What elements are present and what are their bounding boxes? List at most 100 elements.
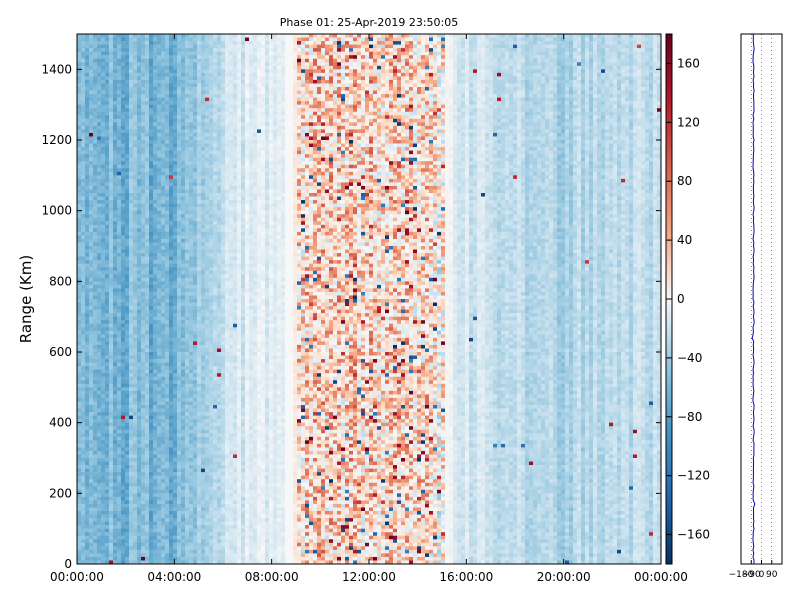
heatmap-cell [125,126,129,130]
heatmap-cell [137,373,141,377]
heatmap-cell [101,161,105,165]
heatmap-cell [125,377,129,381]
heatmap-cell [137,45,141,49]
heatmap-cell [101,94,105,98]
heatmap-cell [101,154,105,158]
heatmap-cell [105,398,109,402]
heatmap-cell [85,45,89,49]
heatmap-cell [93,384,97,388]
heatmap-cell [129,462,133,466]
heatmap-cell [109,101,113,105]
heatmap-cell [125,412,129,416]
heatmap-cell [81,412,85,416]
heatmap-cell [113,444,117,448]
heatmap-cell [93,295,97,299]
heatmap-cell [117,228,121,232]
heatmap-cell [133,253,137,257]
heatmap-cell [137,345,141,349]
heatmap-cell [133,341,137,345]
heatmap-cell [105,80,109,84]
heatmap-cell [89,87,93,91]
heatmap-cell [113,147,117,151]
heatmap-cell [85,34,89,38]
heatmap-cell [105,193,109,197]
heatmap-cell [105,69,109,73]
heatmap-cell [77,108,81,112]
heatmap-cell [105,331,109,335]
heatmap-cell [117,232,121,236]
heatmap-cell [93,76,97,80]
heatmap-cell [105,299,109,303]
heatmap-cell [121,158,125,162]
heatmap-cell [93,108,97,112]
heatmap-cell [93,278,97,282]
heatmap-cell [117,444,121,448]
heatmap-cell [129,87,133,91]
heatmap-cell [93,105,97,109]
heatmap-cell [117,458,121,462]
heatmap-cell [101,129,105,133]
heatmap-cell [77,242,81,246]
heatmap-cell [113,144,117,148]
heatmap-cell [85,105,89,109]
heatmap-cell [113,387,117,391]
heatmap-cell [121,45,125,49]
heatmap-cell [105,112,109,116]
heatmap-cell [113,341,117,345]
heatmap-cell [109,80,113,84]
heatmap-cell [97,370,101,374]
heatmap-cell [117,274,121,278]
heatmap-cell [89,522,93,526]
heatmap-cell [125,366,129,370]
heatmap-cell [109,380,113,384]
heatmap-cell [97,546,101,550]
heatmap-cell [121,182,125,186]
heatmap-cell [129,469,133,473]
heatmap-cell [129,391,133,395]
heatmap-cell [93,430,97,434]
heatmap-cell [97,281,101,285]
heatmap-cell [101,87,105,91]
heatmap-cell [121,55,125,59]
heatmap-cell [113,59,117,63]
heatmap-cell [121,317,125,321]
heatmap-cell [129,352,133,356]
heatmap-cell [121,550,125,554]
heatmap-cell [113,465,117,469]
heatmap-cell [97,221,101,225]
heatmap-cell [85,133,89,137]
heatmap-cell [121,483,125,487]
heatmap-cell [129,235,133,239]
heatmap-cell [89,172,93,176]
heatmap-cell [113,45,117,49]
heatmap-cell [93,288,97,292]
heatmap-cell [117,405,121,409]
heatmap-cell [97,373,101,377]
heatmap-cell [121,380,125,384]
heatmap-cell [89,41,93,45]
heatmap-cell [101,281,105,285]
heatmap-cell [77,172,81,176]
heatmap-cell [129,490,133,494]
heatmap-cell [77,62,81,66]
heatmap-cell [81,175,85,179]
heatmap-cell [81,182,85,186]
heatmap-cell [89,451,93,455]
heatmap-cell [113,66,117,70]
heatmap-cell [113,34,117,38]
heatmap-cell [113,151,117,155]
heatmap-cell [85,493,89,497]
heatmap-cell [89,133,93,137]
heatmap-cell [125,295,129,299]
heatmap-cell [93,161,97,165]
heatmap-cell [133,394,137,398]
heatmap-cell [109,490,113,494]
heatmap-cell [77,200,81,204]
heatmap-cell [105,320,109,324]
heatmap-cell [117,80,121,84]
heatmap-cell [101,550,105,554]
heatmap-cell [89,447,93,451]
heatmap-cell [105,105,109,109]
heatmap-cell [109,253,113,257]
heatmap-cell [109,147,113,151]
